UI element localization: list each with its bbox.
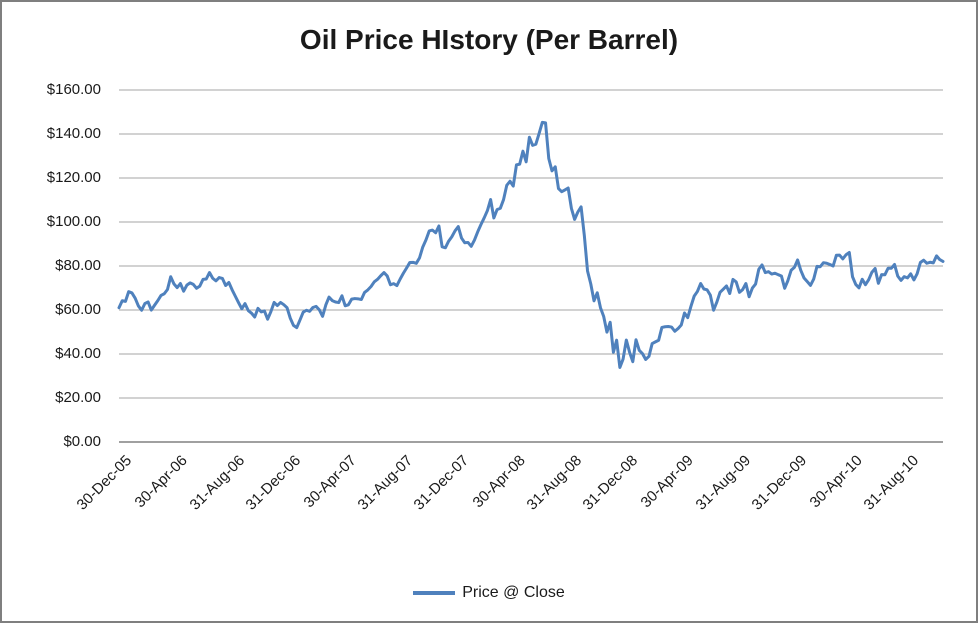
y-axis-tick-label: $20.00 bbox=[55, 389, 101, 407]
price-series-line bbox=[117, 120, 945, 369]
y-axis-tick-label: $100.00 bbox=[46, 213, 101, 231]
legend: Price @ Close bbox=[2, 584, 976, 602]
y-axis-tick-label: $60.00 bbox=[55, 301, 101, 319]
y-axis-tick-label: $80.00 bbox=[55, 257, 101, 275]
y-axis-tick-label: $40.00 bbox=[55, 345, 101, 363]
legend-label: Price @ Close bbox=[462, 584, 565, 601]
y-axis-tick-label: $120.00 bbox=[46, 169, 101, 187]
y-axis-tick-label: $160.00 bbox=[46, 81, 101, 99]
chart-title: Oil Price HIstory (Per Barrel) bbox=[299, 24, 679, 55]
legend-line-icon bbox=[413, 591, 456, 595]
y-axis-tick-label: $140.00 bbox=[46, 125, 101, 143]
y-axis-tick-label: $0.00 bbox=[63, 433, 101, 451]
